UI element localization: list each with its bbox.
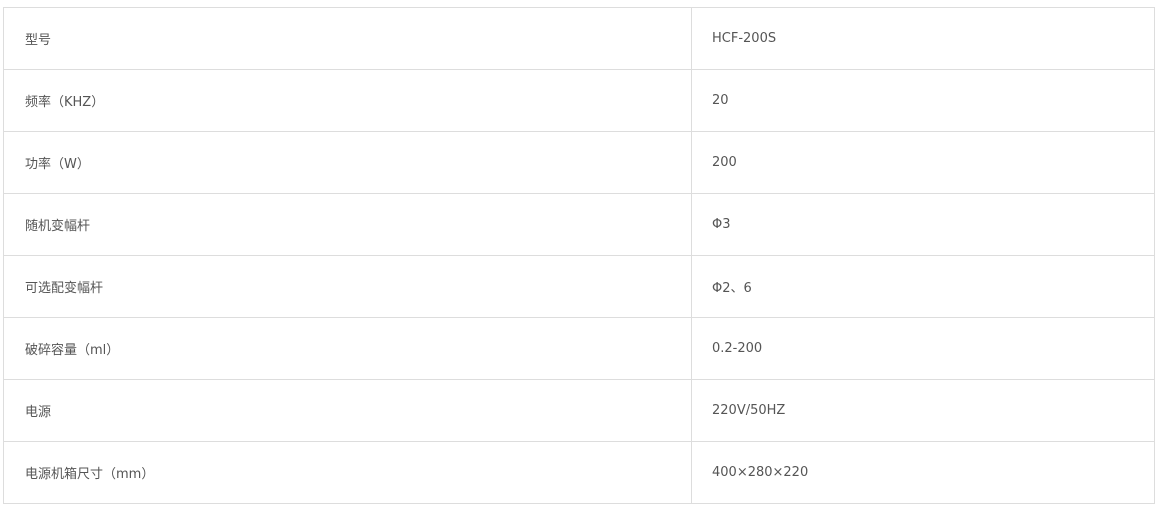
spec-label: 随机变幅杆 xyxy=(3,193,692,256)
spec-table: 型号 HCF-200S 频率（KHZ） 20 功率（W） 200 随机变幅杆 Φ3 可选… xyxy=(3,7,1155,504)
spec-value: 220V/50HZ xyxy=(691,379,1155,442)
table-row: 功率（W） 200 xyxy=(3,131,1155,194)
spec-value: 200 xyxy=(691,131,1155,194)
spec-value: 400×280×220 xyxy=(691,441,1155,504)
spec-value: Φ2、6 xyxy=(691,255,1155,318)
table-row: 电源机箱尺寸（mm） 400×280×220 xyxy=(3,441,1155,504)
spec-label: 电源机箱尺寸（mm） xyxy=(3,441,692,504)
table-row: 随机变幅杆 Φ3 xyxy=(3,193,1155,256)
table-row: 频率（KHZ） 20 xyxy=(3,69,1155,132)
table-row: 破碎容量（ml） 0.2-200 xyxy=(3,317,1155,380)
spec-label: 破碎容量（ml） xyxy=(3,317,692,380)
spec-label: 可选配变幅杆 xyxy=(3,255,692,318)
spec-label: 电源 xyxy=(3,379,692,442)
table-row: 型号 HCF-200S xyxy=(3,7,1155,70)
table-row: 电源 220V/50HZ xyxy=(3,379,1155,442)
spec-label: 功率（W） xyxy=(3,131,692,194)
spec-value: 20 xyxy=(691,69,1155,132)
spec-label: 频率（KHZ） xyxy=(3,69,692,132)
spec-value: HCF-200S xyxy=(691,7,1155,70)
table-row: 可选配变幅杆 Φ2、6 xyxy=(3,255,1155,318)
spec-value: 0.2-200 xyxy=(691,317,1155,380)
spec-value: Φ3 xyxy=(691,193,1155,256)
spec-label: 型号 xyxy=(3,7,692,70)
